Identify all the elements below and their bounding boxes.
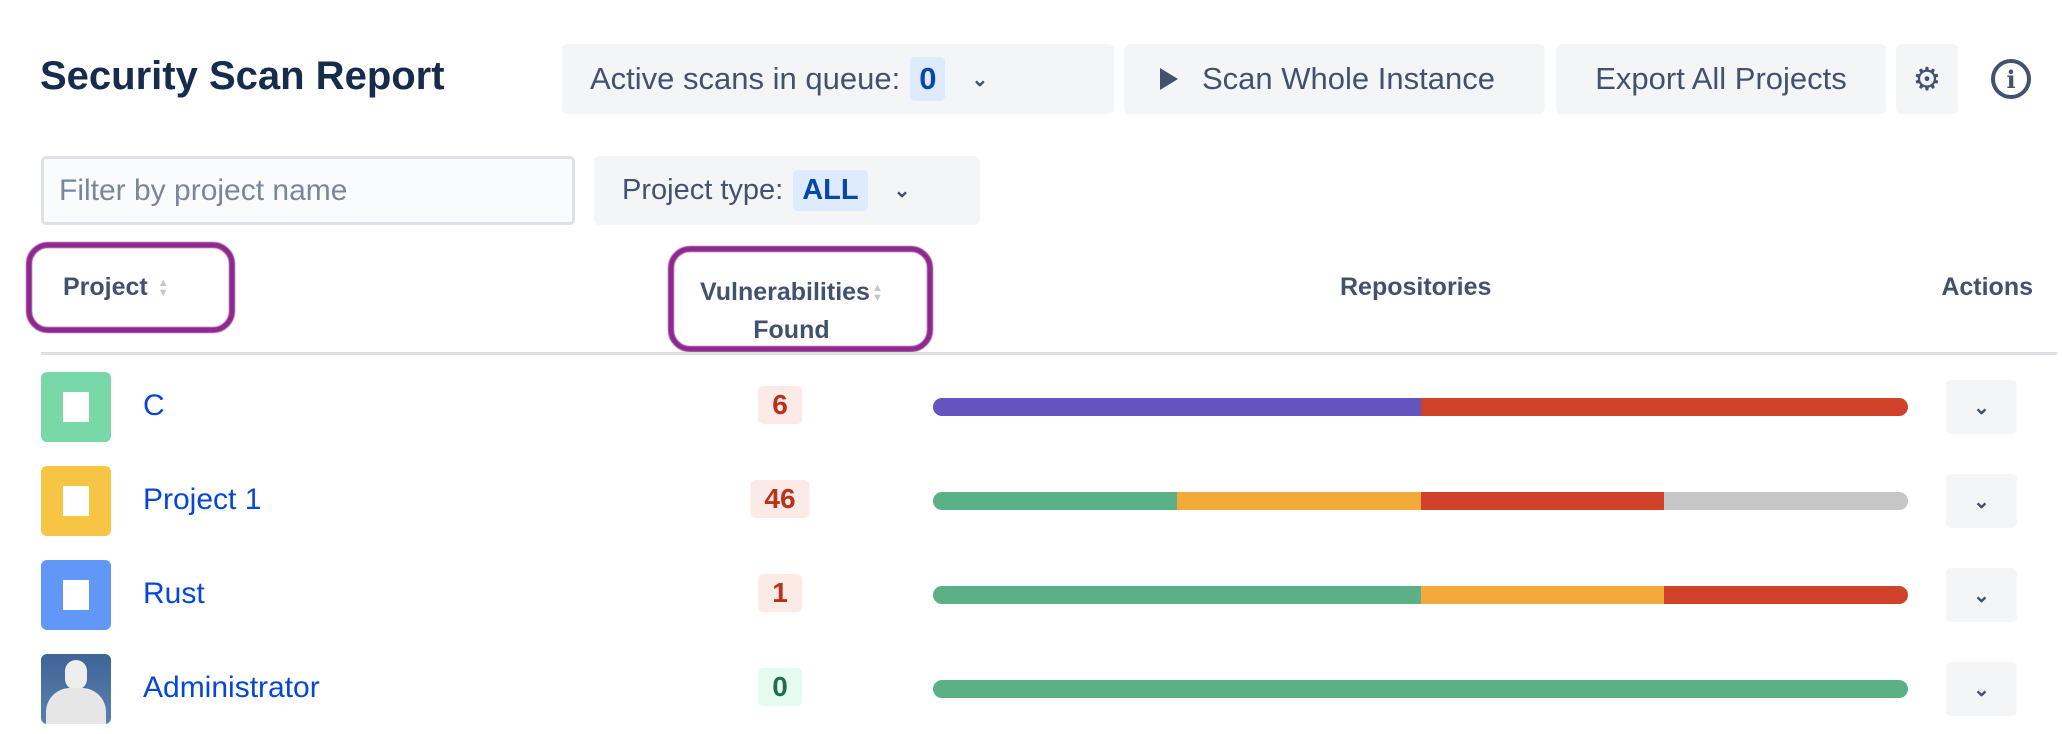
header-label: Vulnerabilities — [700, 278, 870, 306]
chevron-down-icon: ⌄ — [1973, 678, 1990, 701]
bar-segment-high — [1420, 398, 1908, 416]
project-link[interactable]: Rust — [143, 577, 205, 610]
annotation-circle — [26, 242, 235, 333]
column-header-project[interactable]: Project ▲ ▼ — [63, 273, 169, 302]
gear-icon: ⚙ — [1912, 61, 1942, 97]
vulnerability-count-badge: 6 — [758, 386, 802, 424]
repositories-bar — [933, 398, 1908, 416]
bar-segment-high — [1420, 492, 1665, 510]
avatar-icon — [41, 654, 111, 724]
chevron-down-icon: ⌄ — [1973, 584, 1990, 607]
folder-icon — [41, 466, 111, 536]
repositories-bar — [933, 680, 1908, 698]
bar-segment-low — [933, 586, 1421, 604]
sort-icon: ▲ ▼ — [871, 282, 883, 305]
header-label: Project — [63, 273, 148, 301]
row-actions-button[interactable]: ⌄ — [1946, 380, 2017, 434]
folder-icon — [41, 560, 111, 630]
row-actions-button[interactable]: ⌄ — [1946, 568, 2017, 622]
chevron-down-icon: ⌄ — [893, 180, 911, 202]
repositories-bar — [933, 586, 1908, 604]
page-title: Security Scan Report — [40, 54, 445, 98]
project-filter-input[interactable] — [41, 156, 575, 225]
header-label: Found — [753, 316, 830, 344]
project-type-value: ALL — [793, 170, 868, 211]
bar-segment-critical — [933, 398, 1421, 416]
info-icon[interactable]: i — [1991, 59, 2031, 99]
queue-count: 0 — [910, 57, 946, 101]
column-header-vulnerabilities[interactable]: Vulnerabilities ▲ ▼ Found — [700, 273, 883, 349]
sort-icon: ▲ ▼ — [157, 277, 169, 300]
vulnerability-count-badge: 46 — [750, 480, 810, 518]
project-link[interactable]: Administrator — [143, 671, 320, 704]
project-type-label: Project type: — [622, 174, 784, 206]
repositories-bar — [933, 492, 1908, 510]
folder-icon — [41, 372, 111, 442]
settings-button[interactable]: ⚙ — [1896, 44, 1958, 114]
project-link[interactable]: C — [143, 389, 165, 422]
chevron-down-icon: ⌄ — [1973, 490, 1990, 513]
header-divider — [41, 352, 2057, 355]
play-icon — [1160, 68, 1178, 90]
project-type-dropdown[interactable]: Project type: ALL ⌄ — [594, 156, 980, 225]
bar-segment-medium — [1420, 586, 1665, 604]
vulnerability-count-badge: 1 — [758, 574, 802, 612]
bar-segment-low — [933, 492, 1177, 510]
bar-segment-low — [933, 680, 1908, 698]
export-label: Export All Projects — [1595, 61, 1847, 96]
scan-label: Scan Whole Instance — [1202, 61, 1495, 96]
scan-whole-instance-button[interactable]: Scan Whole Instance — [1124, 44, 1545, 114]
row-actions-button[interactable]: ⌄ — [1946, 474, 2017, 528]
annotation-circle — [668, 246, 933, 352]
bar-segment-medium — [1176, 492, 1421, 510]
bar-segment-high — [1664, 586, 1908, 604]
chevron-down-icon: ⌄ — [1973, 396, 1990, 419]
column-header-actions: Actions — [1941, 273, 2033, 301]
project-link[interactable]: Project 1 — [143, 483, 262, 516]
chevron-down-icon: ⌄ — [971, 68, 989, 91]
bar-segment-none — [1664, 492, 1908, 510]
export-all-projects-button[interactable]: Export All Projects — [1556, 44, 1886, 114]
queue-label: Active scans in queue: — [590, 61, 901, 96]
row-actions-button[interactable]: ⌄ — [1946, 662, 2017, 716]
queue-dropdown[interactable]: Active scans in queue: 0 ⌄ — [562, 44, 1114, 114]
vulnerability-count-badge: 0 — [758, 668, 802, 706]
column-header-repositories: Repositories — [1340, 273, 1492, 301]
